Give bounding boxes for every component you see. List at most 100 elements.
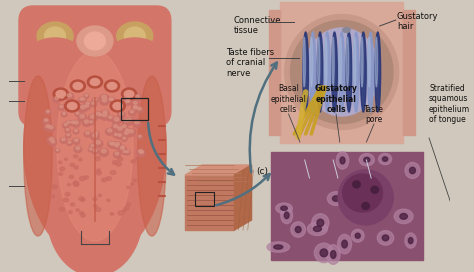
Ellipse shape xyxy=(110,100,125,112)
Ellipse shape xyxy=(55,149,60,153)
Ellipse shape xyxy=(351,229,364,242)
Ellipse shape xyxy=(73,181,79,185)
Ellipse shape xyxy=(90,144,95,149)
Ellipse shape xyxy=(330,251,336,258)
Ellipse shape xyxy=(131,160,136,163)
Bar xyxy=(272,152,423,260)
Ellipse shape xyxy=(129,129,133,133)
Ellipse shape xyxy=(127,186,130,188)
Ellipse shape xyxy=(126,151,128,153)
Ellipse shape xyxy=(138,135,141,137)
Ellipse shape xyxy=(276,203,292,214)
Ellipse shape xyxy=(353,181,360,188)
Ellipse shape xyxy=(134,94,141,101)
Ellipse shape xyxy=(65,128,71,133)
Ellipse shape xyxy=(116,162,121,166)
Ellipse shape xyxy=(81,198,85,202)
Ellipse shape xyxy=(110,98,114,100)
Ellipse shape xyxy=(88,114,97,122)
Ellipse shape xyxy=(76,147,80,150)
Ellipse shape xyxy=(73,155,78,158)
Ellipse shape xyxy=(132,101,139,107)
Ellipse shape xyxy=(119,112,123,115)
Ellipse shape xyxy=(361,37,363,87)
Ellipse shape xyxy=(113,38,156,58)
Ellipse shape xyxy=(312,214,329,232)
Ellipse shape xyxy=(118,134,121,136)
Ellipse shape xyxy=(115,145,118,147)
Ellipse shape xyxy=(368,32,374,112)
Ellipse shape xyxy=(120,147,124,149)
Ellipse shape xyxy=(63,123,69,128)
Ellipse shape xyxy=(133,120,141,127)
Ellipse shape xyxy=(102,95,107,99)
Ellipse shape xyxy=(285,14,399,129)
Ellipse shape xyxy=(112,160,118,164)
Ellipse shape xyxy=(108,141,115,148)
Ellipse shape xyxy=(121,137,127,141)
Ellipse shape xyxy=(115,143,119,146)
Ellipse shape xyxy=(73,182,79,186)
Ellipse shape xyxy=(136,95,139,98)
Ellipse shape xyxy=(65,93,74,100)
Ellipse shape xyxy=(88,148,93,152)
Polygon shape xyxy=(235,165,252,230)
Ellipse shape xyxy=(49,126,53,129)
Ellipse shape xyxy=(379,153,392,165)
Text: Taste
pore: Taste pore xyxy=(364,105,384,124)
Ellipse shape xyxy=(111,124,119,131)
Ellipse shape xyxy=(60,105,63,108)
Ellipse shape xyxy=(132,106,139,112)
Ellipse shape xyxy=(317,219,324,226)
Ellipse shape xyxy=(45,110,51,115)
Ellipse shape xyxy=(115,152,119,155)
Ellipse shape xyxy=(134,106,137,108)
Ellipse shape xyxy=(107,177,111,180)
Ellipse shape xyxy=(110,213,114,215)
Ellipse shape xyxy=(72,120,80,127)
Ellipse shape xyxy=(92,98,98,103)
Ellipse shape xyxy=(71,203,75,206)
Ellipse shape xyxy=(79,212,83,215)
Ellipse shape xyxy=(68,211,72,214)
Ellipse shape xyxy=(314,243,333,262)
Ellipse shape xyxy=(361,32,366,112)
Ellipse shape xyxy=(125,118,134,125)
Ellipse shape xyxy=(51,195,55,198)
Ellipse shape xyxy=(47,137,56,145)
Ellipse shape xyxy=(137,135,142,139)
Ellipse shape xyxy=(47,125,55,132)
Ellipse shape xyxy=(84,101,91,107)
Ellipse shape xyxy=(99,149,109,156)
Ellipse shape xyxy=(336,152,349,169)
Ellipse shape xyxy=(90,79,100,85)
Ellipse shape xyxy=(66,129,69,131)
Ellipse shape xyxy=(281,206,287,210)
Ellipse shape xyxy=(109,98,115,103)
Ellipse shape xyxy=(332,37,334,87)
Ellipse shape xyxy=(122,119,129,125)
Ellipse shape xyxy=(43,118,50,124)
Ellipse shape xyxy=(91,101,97,107)
Ellipse shape xyxy=(132,105,139,111)
Text: Stratified
squamous
epithelium
of tongue: Stratified squamous epithelium of tongue xyxy=(429,84,470,124)
Ellipse shape xyxy=(73,82,82,89)
Ellipse shape xyxy=(71,121,74,123)
Ellipse shape xyxy=(118,157,123,161)
Ellipse shape xyxy=(359,154,374,166)
Ellipse shape xyxy=(58,105,64,110)
Ellipse shape xyxy=(79,158,82,161)
Ellipse shape xyxy=(133,179,137,181)
Ellipse shape xyxy=(127,118,131,122)
Ellipse shape xyxy=(295,227,301,233)
Ellipse shape xyxy=(104,80,119,92)
Ellipse shape xyxy=(70,163,74,166)
Ellipse shape xyxy=(138,150,145,156)
Ellipse shape xyxy=(291,20,393,123)
Ellipse shape xyxy=(136,107,143,113)
Ellipse shape xyxy=(124,206,129,210)
Text: (c): (c) xyxy=(256,167,268,176)
Ellipse shape xyxy=(74,121,78,124)
Ellipse shape xyxy=(340,157,345,164)
Ellipse shape xyxy=(74,139,78,141)
